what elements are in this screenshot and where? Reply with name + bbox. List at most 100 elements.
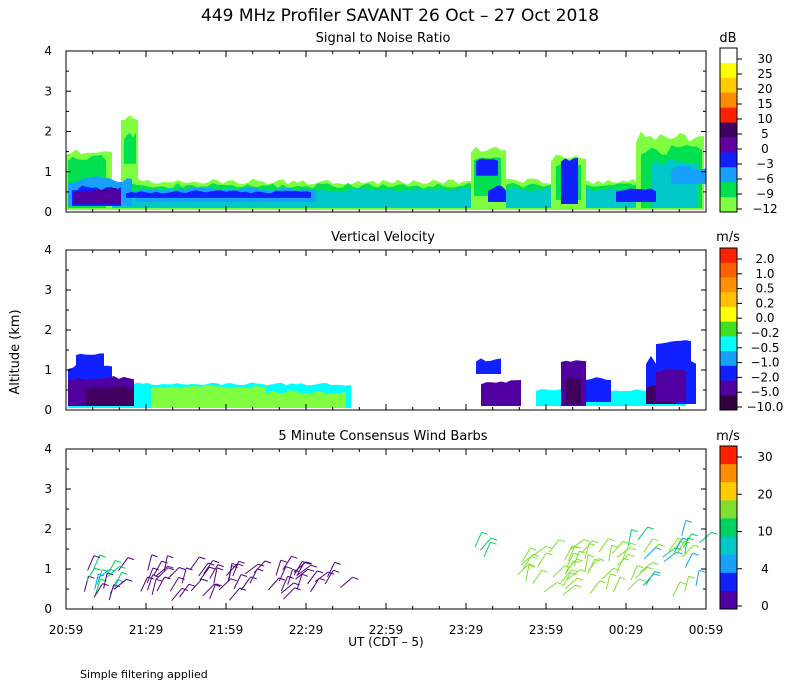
vel-echo-region xyxy=(76,353,104,374)
wind-barb-flag xyxy=(687,537,694,541)
x-tick-label: 22:29 xyxy=(289,623,324,637)
wind-barb-flag xyxy=(305,561,313,565)
wind-barb xyxy=(532,570,543,584)
wind-barb xyxy=(616,554,629,567)
figure-title: 449 MHz Profiler SAVANT 26 Oct – 27 Oct … xyxy=(201,6,599,26)
vel-ytick-label: 4 xyxy=(44,243,52,257)
wind-barb xyxy=(562,572,571,587)
wind-barb xyxy=(627,578,640,591)
vel-colorbar-label: −1.0 xyxy=(750,356,779,370)
wind-barb-flag xyxy=(167,565,174,569)
wind-barb-flag xyxy=(318,577,326,581)
wind-ytick-label: 0 xyxy=(44,602,52,616)
wind-barb-flag xyxy=(121,571,128,575)
wind-barb-flag xyxy=(304,561,311,565)
wind-barb-flag xyxy=(528,564,536,568)
vel-echo-region xyxy=(656,368,686,402)
footnote: Simple filtering applied xyxy=(80,668,208,681)
wind-barb-flag xyxy=(698,569,706,573)
wind-barb xyxy=(240,576,252,591)
wind-barb xyxy=(151,579,157,595)
wind-barb-flag xyxy=(102,583,109,587)
wind-barb xyxy=(169,577,180,592)
vel-colorbar-swatch xyxy=(720,336,737,352)
wind-barb xyxy=(643,538,654,553)
wind-title: 5 Minute Consensus Wind Barbs xyxy=(278,429,487,444)
wind-barb-flag xyxy=(611,544,618,548)
wind-barb xyxy=(245,563,259,575)
wind-barb-flag xyxy=(692,552,699,556)
wind-barb xyxy=(483,542,491,558)
wind-barb-flag xyxy=(178,567,186,570)
wind-barb-flag xyxy=(292,568,299,572)
wind-barb xyxy=(537,552,547,567)
snr-colorbar-label: 25 xyxy=(757,67,772,81)
wind-barb-flag xyxy=(571,569,578,573)
snr-colorbar-swatch xyxy=(720,77,737,94)
wind-barb-flag xyxy=(230,578,237,582)
wind-barb xyxy=(637,526,649,541)
wind-barb xyxy=(565,558,577,572)
snr-units: dB xyxy=(719,31,736,46)
snr-title: Signal to Noise Ratio xyxy=(316,31,451,46)
wind-barb-flag xyxy=(307,568,315,572)
wind-barb xyxy=(622,542,631,558)
vel-echo-region xyxy=(566,376,581,404)
wind-barb-flag xyxy=(257,568,264,572)
wind-barb-flag xyxy=(629,547,637,551)
wind-barb xyxy=(327,562,336,578)
wind-colorbar-frame xyxy=(719,445,738,610)
wind-barb xyxy=(564,545,573,561)
wind-barb xyxy=(674,537,683,553)
wind-barb-flag xyxy=(682,537,689,541)
wind-barb-flag xyxy=(278,577,286,581)
wind-barb-flag xyxy=(231,562,239,566)
snr-colorbar-swatch xyxy=(720,48,737,64)
wind-barb xyxy=(581,540,593,554)
wind-barb-flag xyxy=(570,572,577,576)
snr-colorbar-label: 5 xyxy=(761,127,769,141)
wind-barb-flag xyxy=(638,578,646,582)
x-tick-label: 23:29 xyxy=(449,623,484,637)
wind-barb xyxy=(87,555,95,571)
velocity-title: Vertical Velocity xyxy=(331,230,435,245)
snr-ytick-label: 4 xyxy=(44,44,52,58)
wind-barb-flag xyxy=(155,578,163,582)
wind-barb xyxy=(296,574,303,590)
vel-colorbar-label: 0.2 xyxy=(755,296,774,310)
wind-barb xyxy=(227,565,233,582)
wind-barb xyxy=(570,539,585,550)
x-tick-label: 22:59 xyxy=(369,623,404,637)
wind-barb-flag xyxy=(685,519,692,523)
wind-colorbar-label: 10 xyxy=(757,525,772,539)
wind-barb-flag xyxy=(622,541,630,544)
wind-barb-flag xyxy=(231,565,238,569)
wind-barb-flag xyxy=(481,531,488,535)
wind-barb xyxy=(681,520,687,537)
wind-barb-flag xyxy=(619,576,627,580)
snr-colorbar-swatch xyxy=(720,122,737,138)
wind-barb xyxy=(147,554,153,571)
x-tick-label: 00:29 xyxy=(609,623,644,637)
wind-barb-flag xyxy=(577,577,584,581)
wind-barb xyxy=(296,561,305,577)
wind-barb xyxy=(147,574,154,591)
wind-barb-flag xyxy=(352,576,359,580)
wind-barb xyxy=(202,584,215,597)
vel-colorbar-label: 0.5 xyxy=(755,282,774,296)
wind-barb-flag xyxy=(545,545,553,549)
wind-colorbar-swatch xyxy=(720,464,737,483)
wind-units: m/s xyxy=(716,429,740,444)
wind-barb xyxy=(310,578,320,593)
wind-barb-flag xyxy=(655,547,662,551)
snr-colorbar-swatch xyxy=(720,107,737,123)
wind-barb-flag xyxy=(98,573,105,577)
snr-ytick-label: 1 xyxy=(44,165,52,179)
wind-barb-flag xyxy=(102,569,109,573)
wind-ytick-label: 3 xyxy=(44,482,52,496)
wind-barb xyxy=(682,544,694,558)
wind-barb xyxy=(209,564,219,579)
wind-barb-flag xyxy=(327,571,335,575)
snr-echo-region xyxy=(124,132,136,164)
wind-barb xyxy=(567,569,581,580)
